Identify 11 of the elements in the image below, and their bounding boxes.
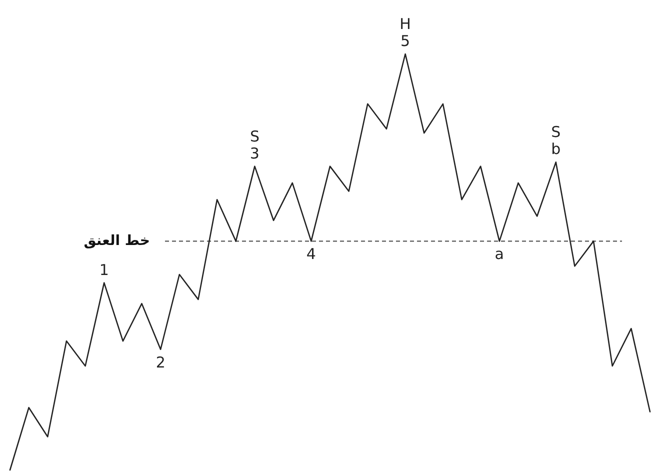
- annotation: 2: [156, 353, 166, 372]
- annotation: H: [400, 15, 411, 33]
- annotation: a: [494, 245, 504, 264]
- annotation: b: [551, 140, 561, 158]
- annotation: 3: [250, 144, 260, 162]
- annotation: S: [551, 123, 561, 142]
- annotation: 4: [306, 245, 316, 264]
- ref-line-label: خط العنق: [84, 233, 150, 250]
- annotation: S: [250, 127, 260, 146]
- annotation: 5: [400, 32, 410, 50]
- annotation: 1: [99, 260, 109, 279]
